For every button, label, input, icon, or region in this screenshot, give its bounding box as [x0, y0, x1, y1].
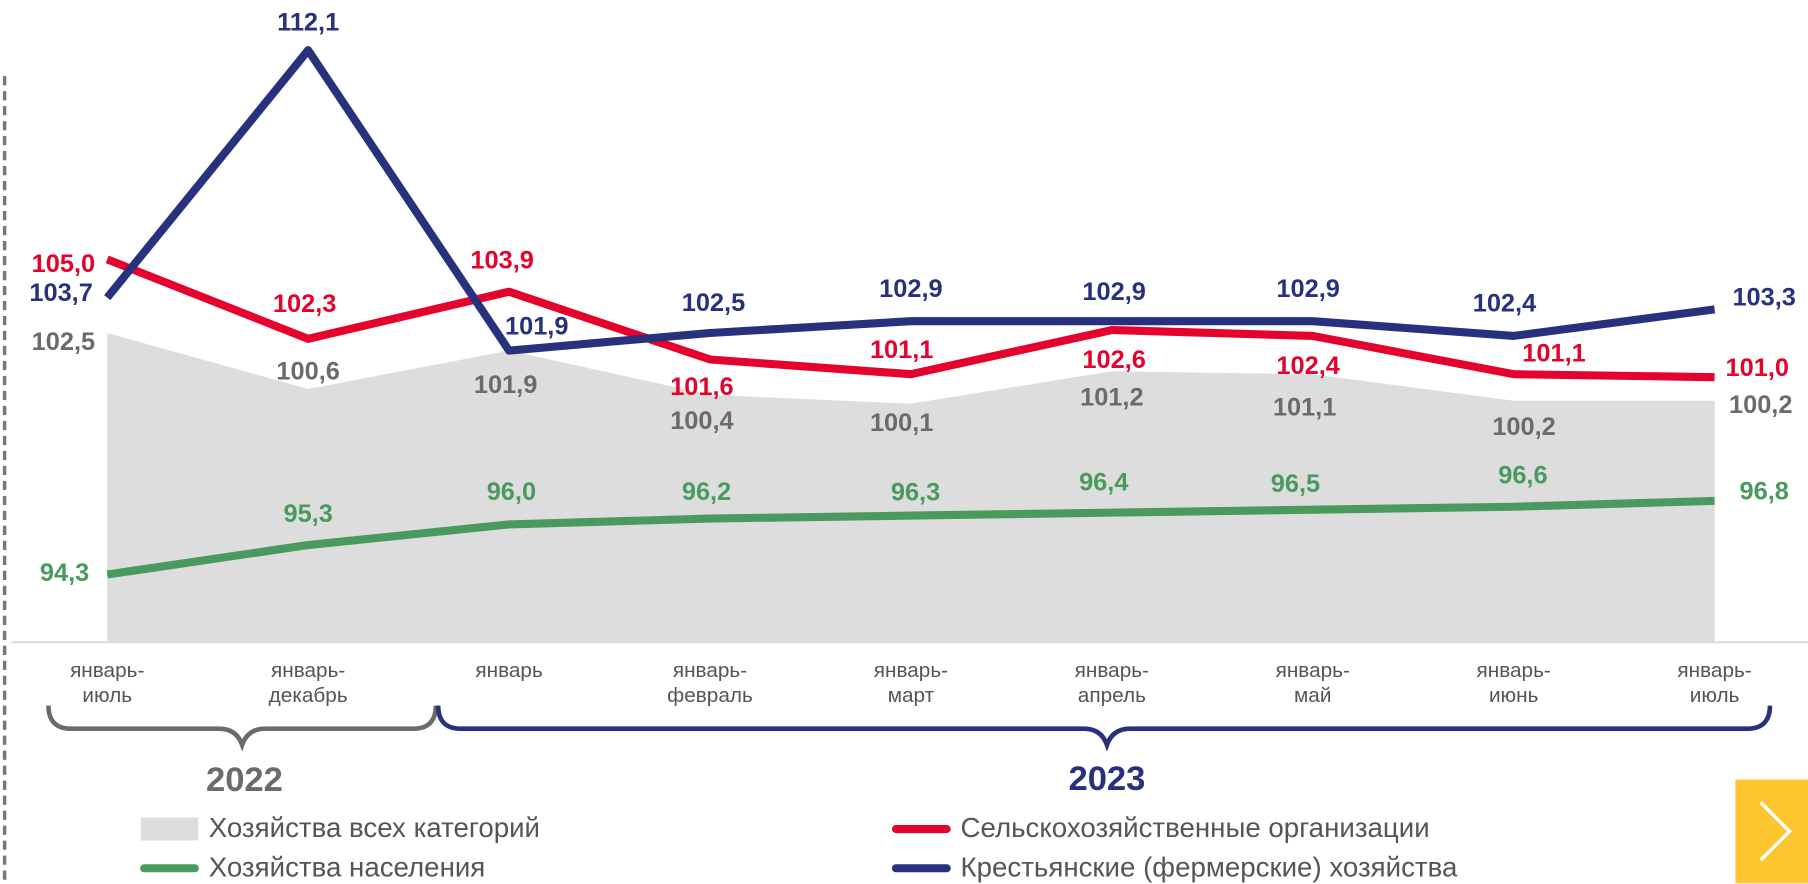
x-tick-label: январь-июнь [1476, 658, 1551, 707]
data-label: 103,9 [470, 246, 533, 274]
data-label: 102,6 [1082, 346, 1145, 374]
period-label: 2023 [1068, 760, 1145, 798]
x-tick-label: январь-апрель [1074, 658, 1149, 707]
data-label: 101,6 [670, 373, 733, 401]
x-tick-label: январь-февраль [667, 658, 753, 707]
data-label: 101,1 [1522, 339, 1585, 367]
data-label: 100,2 [1492, 413, 1555, 441]
data-label: 101,2 [1080, 384, 1143, 412]
data-label: 102,9 [1082, 278, 1145, 306]
data-label: 101,9 [474, 371, 537, 399]
line [104, 46, 1716, 355]
data-label: 102,4 [1276, 352, 1339, 380]
area [107, 332, 1715, 643]
brace-2023 [435, 705, 1773, 752]
data-label: 100,6 [276, 357, 339, 385]
line [105, 255, 1715, 382]
period-label: 2022 [206, 761, 283, 799]
data-label: 96,6 [1498, 461, 1547, 489]
data-label: 101,1 [870, 336, 933, 364]
legend-label: Хозяйства всех категорий [208, 812, 541, 845]
data-label: 101,1 [1273, 394, 1336, 422]
data-label: 96,2 [682, 478, 731, 506]
data-label: 105,0 [32, 250, 95, 278]
data-label: 95,3 [283, 500, 332, 528]
data-label: 103,3 [1732, 284, 1795, 312]
next-icon [1759, 801, 1792, 862]
data-label: 101,0 [1726, 354, 1789, 382]
data-label: 100,2 [1729, 391, 1792, 419]
line [106, 496, 1715, 579]
legend-swatch [140, 817, 199, 841]
data-label: 96,8 [1740, 477, 1789, 505]
data-label: 96,0 [487, 478, 536, 506]
data-label: 102,5 [682, 289, 745, 317]
data-label: 100,1 [870, 409, 933, 437]
legend-label: Крестьянские (фермерские) хозяйства [960, 852, 1458, 884]
brace-2022 [46, 705, 439, 752]
data-label: 94,3 [40, 559, 89, 587]
chevron [1759, 801, 1792, 862]
data-label: 102,5 [32, 328, 95, 356]
data-label: 96,3 [891, 478, 940, 506]
data-label: 96,4 [1079, 469, 1128, 497]
data-label: 96,5 [1271, 470, 1320, 498]
x-tick-label: январь-март [873, 658, 949, 707]
legend-label: Сельскохозяйственные организации [960, 812, 1430, 845]
data-label: 102,9 [879, 275, 942, 303]
data-label: 103,7 [29, 279, 92, 307]
data-label: 100,4 [670, 407, 733, 435]
data-label: 102,9 [1276, 275, 1339, 303]
x-tick-label: январь-июль [70, 658, 145, 707]
next-button[interactable] [1735, 779, 1808, 884]
data-label: 101,9 [505, 312, 568, 340]
x-tick-label: январь-декабрь [268, 658, 348, 707]
x-tick-label: январь-июль [1677, 658, 1752, 707]
data-label: 102,4 [1473, 289, 1536, 317]
legend-label: Хозяйства населения [208, 852, 486, 884]
x-tick-label: январь [475, 658, 543, 682]
x-tick-label: январь-май [1275, 658, 1350, 707]
data-label: 102,3 [273, 290, 336, 318]
data-label: 112,1 [277, 8, 339, 36]
